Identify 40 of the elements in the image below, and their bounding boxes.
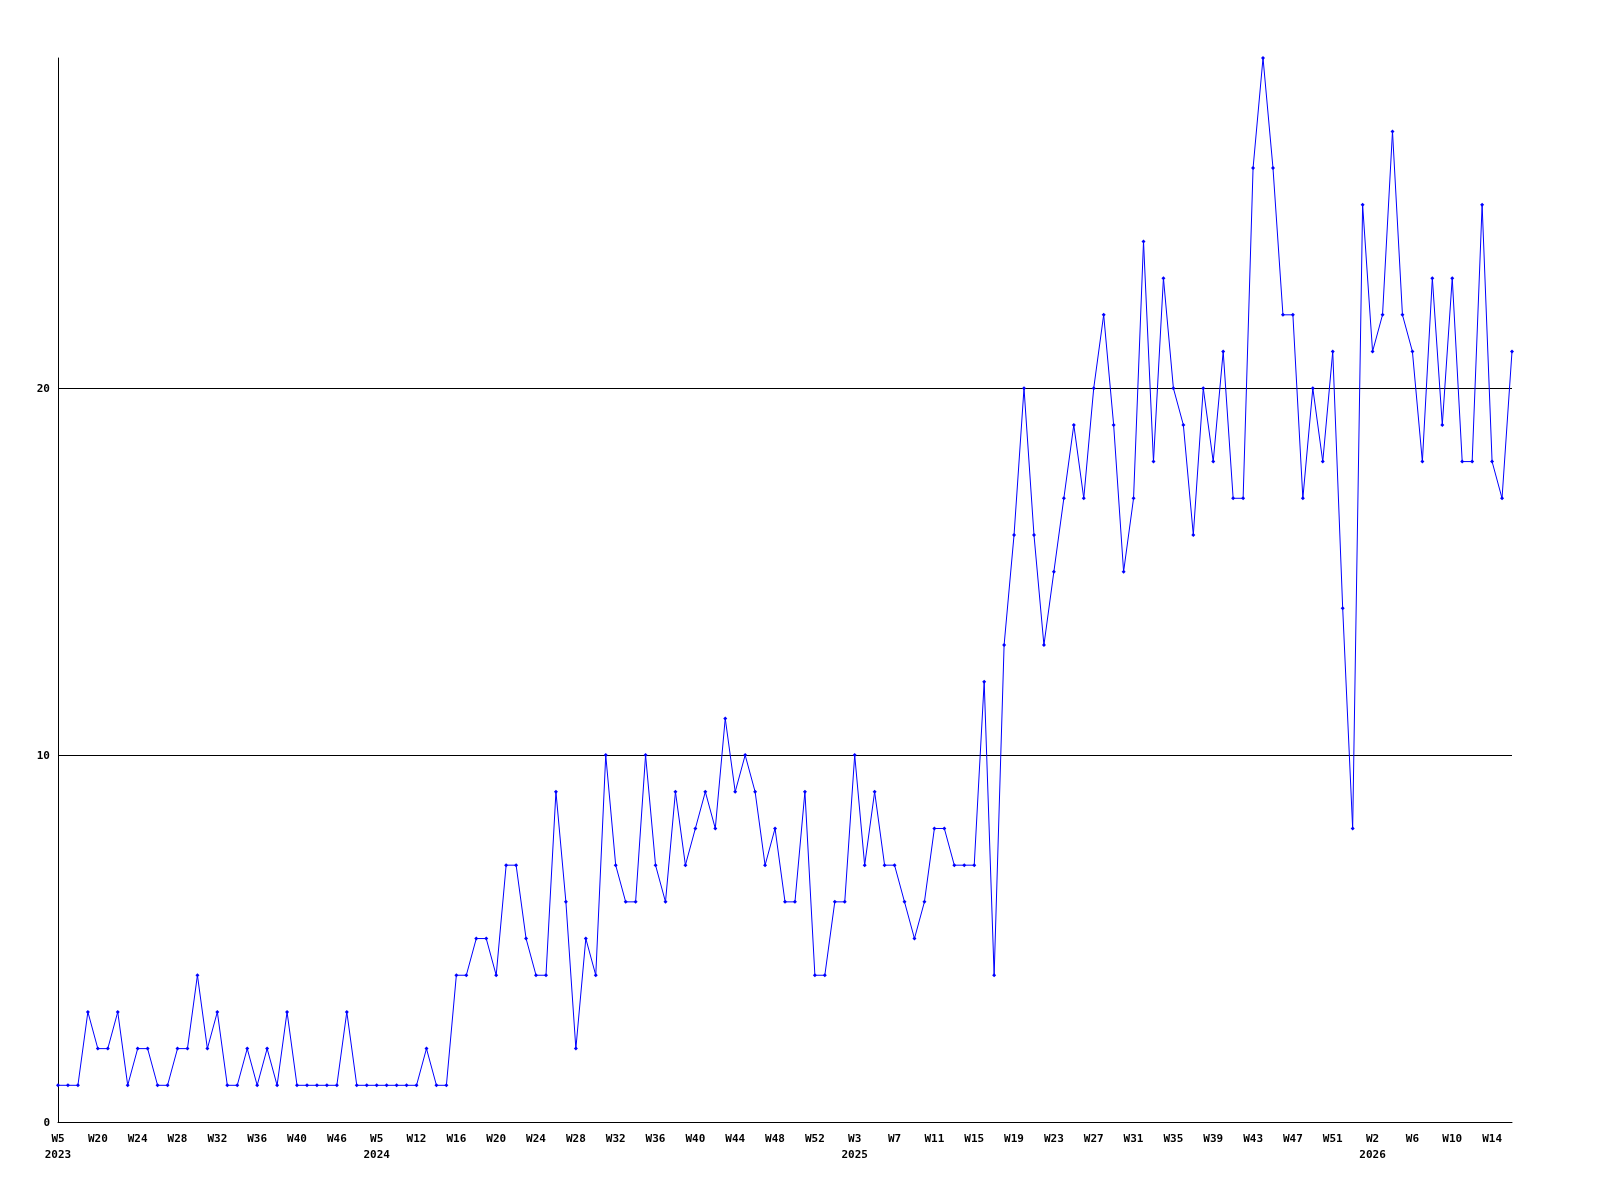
x-tick-label: W10 <box>1442 1131 1463 1145</box>
x-tick-label: W11 <box>924 1131 945 1145</box>
x-tick-label: W28 <box>167 1131 188 1145</box>
x-tick-label: W12 <box>406 1131 427 1145</box>
x-tick-label: W47 <box>1282 1131 1303 1145</box>
x-tick-label: W48 <box>765 1131 785 1145</box>
x-tick-label: W52 <box>804 1131 825 1145</box>
x-tick-label: W27 <box>1083 1131 1104 1145</box>
x-tick-label: W43 <box>1243 1131 1264 1145</box>
x-tick-label: W5 2024 <box>363 1131 391 1161</box>
x-tick-label: W20 <box>87 1131 108 1145</box>
x-tick-label: W36 <box>645 1131 666 1145</box>
x-tick-label: W40 <box>685 1131 706 1145</box>
x-tick-label: W32 <box>207 1131 228 1145</box>
y-tick-label: 0 <box>43 1115 50 1129</box>
x-tick-label: W36 <box>247 1131 268 1145</box>
x-tick-label: W19 <box>1004 1131 1024 1145</box>
x-tick-label: W23 <box>1043 1131 1064 1145</box>
x-tick-label: W32 <box>605 1131 626 1145</box>
x-tick-label: W44 <box>725 1131 746 1145</box>
x-tick-label: W28 <box>565 1131 586 1145</box>
x-tick-label: W46 <box>326 1131 348 1145</box>
y-tick-label: 10 <box>36 748 50 762</box>
x-tick-label: W6 <box>1405 1131 1420 1145</box>
x-tick-label: W35 <box>1163 1131 1184 1145</box>
x-tick-label: W7 <box>887 1131 902 1145</box>
x-tick-label: W20 <box>486 1131 507 1145</box>
x-tick-label: W40 <box>287 1131 307 1145</box>
x-tick-label: W51 <box>1322 1131 1344 1145</box>
x-tick-label: W14 <box>1482 1131 1503 1145</box>
x-tick-label: W2 2026 <box>1359 1131 1387 1161</box>
x-tick-label: W31 <box>1123 1131 1144 1145</box>
x-tick-label: W15 <box>964 1131 985 1145</box>
x-tick-label: W24 <box>127 1131 148 1145</box>
x-tick-label: W3 2025 <box>841 1131 868 1161</box>
x-tick-label: W39 <box>1203 1131 1224 1145</box>
x-tick-label: W16 <box>446 1131 467 1145</box>
x-tick-label: W24 <box>526 1131 547 1145</box>
x-tick-label: W5 2023 <box>44 1131 72 1161</box>
y-tick-label: 20 <box>36 381 50 395</box>
